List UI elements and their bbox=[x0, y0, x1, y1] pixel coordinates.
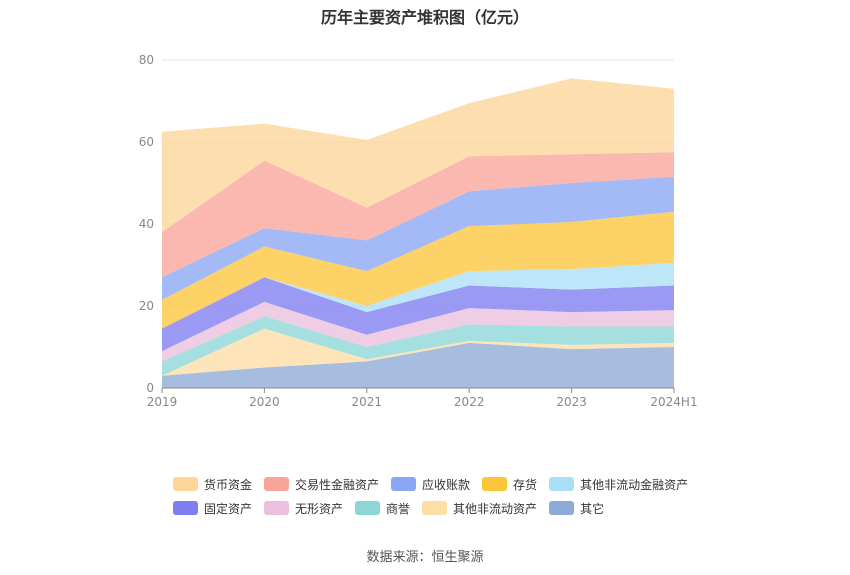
y-tick-label: 60 bbox=[139, 135, 154, 149]
x-tick-label: 2020 bbox=[249, 395, 280, 409]
y-tick-labels: 0 20 40 60 80 bbox=[139, 53, 154, 395]
y-tick-label: 80 bbox=[139, 53, 154, 67]
y-tick-label: 40 bbox=[139, 217, 154, 231]
legend-swatch bbox=[173, 501, 198, 515]
x-tick-label: 2021 bbox=[352, 395, 383, 409]
area-series-交易性金融资产 bbox=[162, 152, 674, 278]
area-series-无形资产 bbox=[162, 301, 674, 362]
y-tick-label: 20 bbox=[139, 299, 154, 313]
x-tick-label: 2023 bbox=[556, 395, 587, 409]
legend-swatch bbox=[264, 477, 290, 491]
legend-label: 商誉 bbox=[386, 501, 411, 516]
legend-item[interactable]: 存货 bbox=[482, 476, 537, 493]
legend-row: 货币资金 交易性金融资产 应收账款 存货 其他非流动金融资产 bbox=[173, 472, 713, 496]
data-source: 数据来源：恒生聚源 bbox=[366, 550, 484, 565]
area-series-存货 bbox=[162, 211, 674, 329]
legend-swatch bbox=[264, 501, 290, 515]
legend-label: 其他非流动金融资产 bbox=[580, 477, 689, 492]
x-tick-label: 2024H1 bbox=[650, 395, 697, 409]
x-tick-label: 2022 bbox=[454, 395, 485, 409]
legend: 货币资金 交易性金融资产 应收账款 存货 其他非流动金融资产 固定资产 无形资产 商誉 其他非… bbox=[173, 472, 713, 520]
legend-swatch bbox=[422, 501, 448, 515]
area-layers bbox=[162, 78, 674, 388]
legend-label: 其他非流动资产 bbox=[453, 501, 538, 516]
x-axis bbox=[161, 387, 675, 393]
legend-label: 其它 bbox=[580, 501, 605, 516]
legend-label: 无形资产 bbox=[295, 501, 344, 516]
area-series-其他非流动金融资产 bbox=[162, 262, 674, 329]
legend-item[interactable]: 应收账款 bbox=[391, 476, 470, 493]
legend-item[interactable]: 货币资金 bbox=[173, 476, 252, 493]
legend-swatch bbox=[549, 477, 575, 491]
area-series-其他非流动资产 bbox=[162, 328, 674, 376]
x-tick-label: 2019 bbox=[147, 395, 178, 409]
area-series-其它 bbox=[162, 342, 674, 388]
area-series-商誉 bbox=[162, 316, 674, 376]
legend-label: 交易性金融资产 bbox=[295, 477, 380, 492]
legend-row: 固定资产 无形资产 商誉 其他非流动资产 其它 bbox=[173, 496, 713, 520]
legend-item[interactable]: 无形资产 bbox=[264, 500, 343, 517]
legend-label: 存货 bbox=[513, 477, 538, 492]
legend-swatch bbox=[391, 477, 417, 491]
legend-item[interactable]: 固定资产 bbox=[173, 500, 252, 517]
legend-swatch bbox=[173, 477, 198, 491]
legend-swatch bbox=[482, 477, 508, 491]
legend-label: 固定资产 bbox=[204, 501, 253, 516]
area-series-固定资产 bbox=[162, 277, 674, 352]
area-series-货币资金 bbox=[162, 78, 674, 233]
chart-title: 历年主要资产堆积图（亿元） bbox=[320, 8, 529, 27]
legend-swatch bbox=[549, 501, 575, 515]
legend-swatch bbox=[355, 501, 381, 515]
legend-item[interactable]: 商誉 bbox=[355, 500, 410, 517]
legend-item[interactable]: 交易性金融资产 bbox=[264, 476, 379, 493]
legend-item[interactable]: 其他非流动资产 bbox=[422, 500, 537, 517]
legend-item[interactable]: 其它 bbox=[549, 500, 604, 517]
x-tick-labels: 2019 2020 2021 2022 2023 2024H1 bbox=[147, 395, 698, 409]
legend-item[interactable]: 其他非流动金融资产 bbox=[549, 476, 688, 493]
legend-label: 货币资金 bbox=[204, 477, 253, 492]
legend-label: 应收账款 bbox=[422, 477, 471, 492]
stacked-area-chart: 0 20 40 60 80 2019 2020 2021 2022 2023 2024H1 bbox=[139, 53, 698, 409]
area-series-应收账款 bbox=[162, 176, 674, 300]
y-tick-label: 0 bbox=[146, 381, 154, 395]
